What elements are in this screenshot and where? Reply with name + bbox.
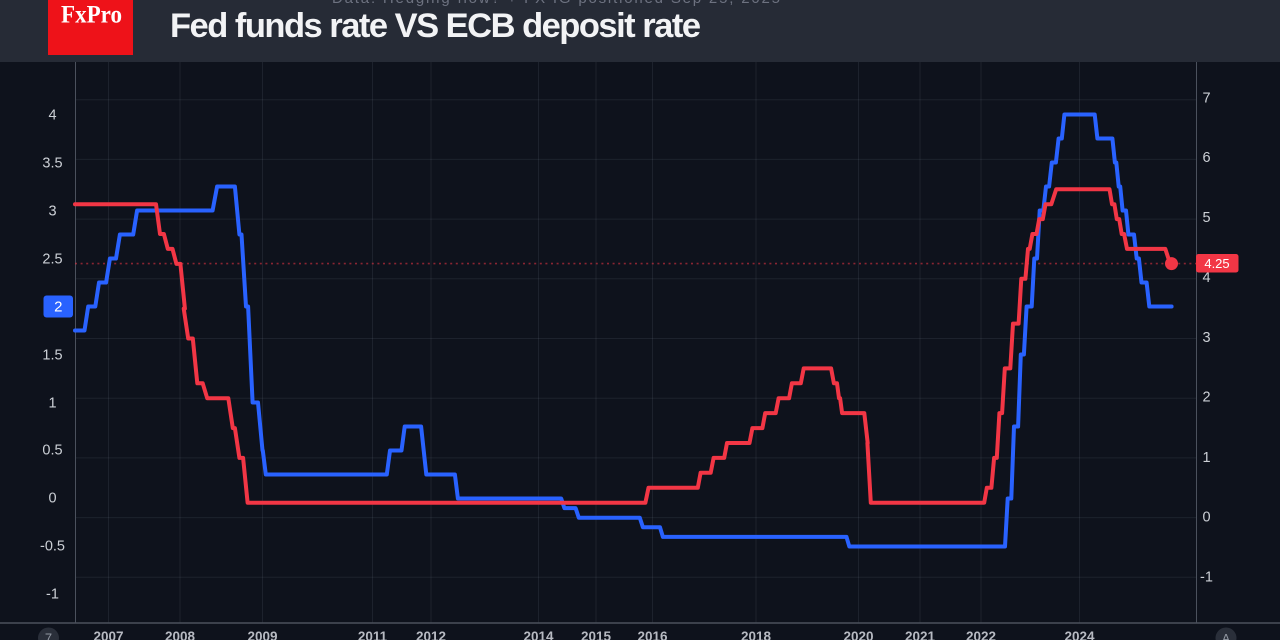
- svg-text:2020: 2020: [843, 629, 873, 640]
- svg-text:2012: 2012: [416, 629, 446, 640]
- svg-text:0: 0: [48, 491, 56, 507]
- svg-text:3: 3: [48, 203, 56, 219]
- svg-text:0.5: 0.5: [42, 443, 62, 459]
- svg-text:FxPro: FxPro: [61, 0, 122, 29]
- svg-text:2008: 2008: [165, 629, 196, 640]
- svg-text:Data: Hedging flow? + FX IG po: Data: Hedging flow? + FX IG positioned S…: [332, 0, 780, 7]
- svg-text:2011: 2011: [358, 629, 388, 640]
- svg-text:4: 4: [1202, 270, 1210, 286]
- svg-text:2.5: 2.5: [42, 251, 62, 267]
- svg-text:2: 2: [54, 299, 62, 316]
- svg-text:1: 1: [48, 395, 56, 411]
- svg-text:2015: 2015: [581, 629, 612, 640]
- svg-text:0: 0: [1202, 510, 1210, 526]
- svg-text:2021: 2021: [905, 629, 936, 640]
- svg-text:2018: 2018: [741, 629, 772, 640]
- svg-text:4.25: 4.25: [1204, 256, 1229, 271]
- svg-text:2: 2: [1202, 390, 1210, 406]
- svg-text:3.5: 3.5: [42, 155, 62, 171]
- svg-text:Fed funds rate VS ECB deposit: Fed funds rate VS ECB deposit rate: [170, 7, 701, 45]
- svg-text:2016: 2016: [637, 629, 668, 640]
- svg-text:A: A: [1222, 632, 1230, 640]
- svg-text:2007: 2007: [93, 629, 123, 640]
- svg-text:4: 4: [48, 107, 56, 123]
- svg-text:7: 7: [1202, 91, 1210, 107]
- svg-text:1.5: 1.5: [42, 347, 62, 363]
- svg-text:5: 5: [1202, 210, 1210, 226]
- svg-text:-1: -1: [46, 587, 59, 603]
- svg-text:1: 1: [1202, 450, 1210, 466]
- svg-text:2009: 2009: [247, 629, 277, 640]
- svg-text:2022: 2022: [966, 629, 996, 640]
- svg-text:2014: 2014: [523, 629, 554, 640]
- svg-text:-1: -1: [1200, 569, 1213, 585]
- svg-text:-0.5: -0.5: [40, 539, 65, 555]
- svg-text:2024: 2024: [1064, 629, 1095, 640]
- svg-text:6: 6: [1202, 150, 1210, 166]
- svg-text:7: 7: [45, 631, 52, 640]
- svg-text:3: 3: [1202, 330, 1210, 346]
